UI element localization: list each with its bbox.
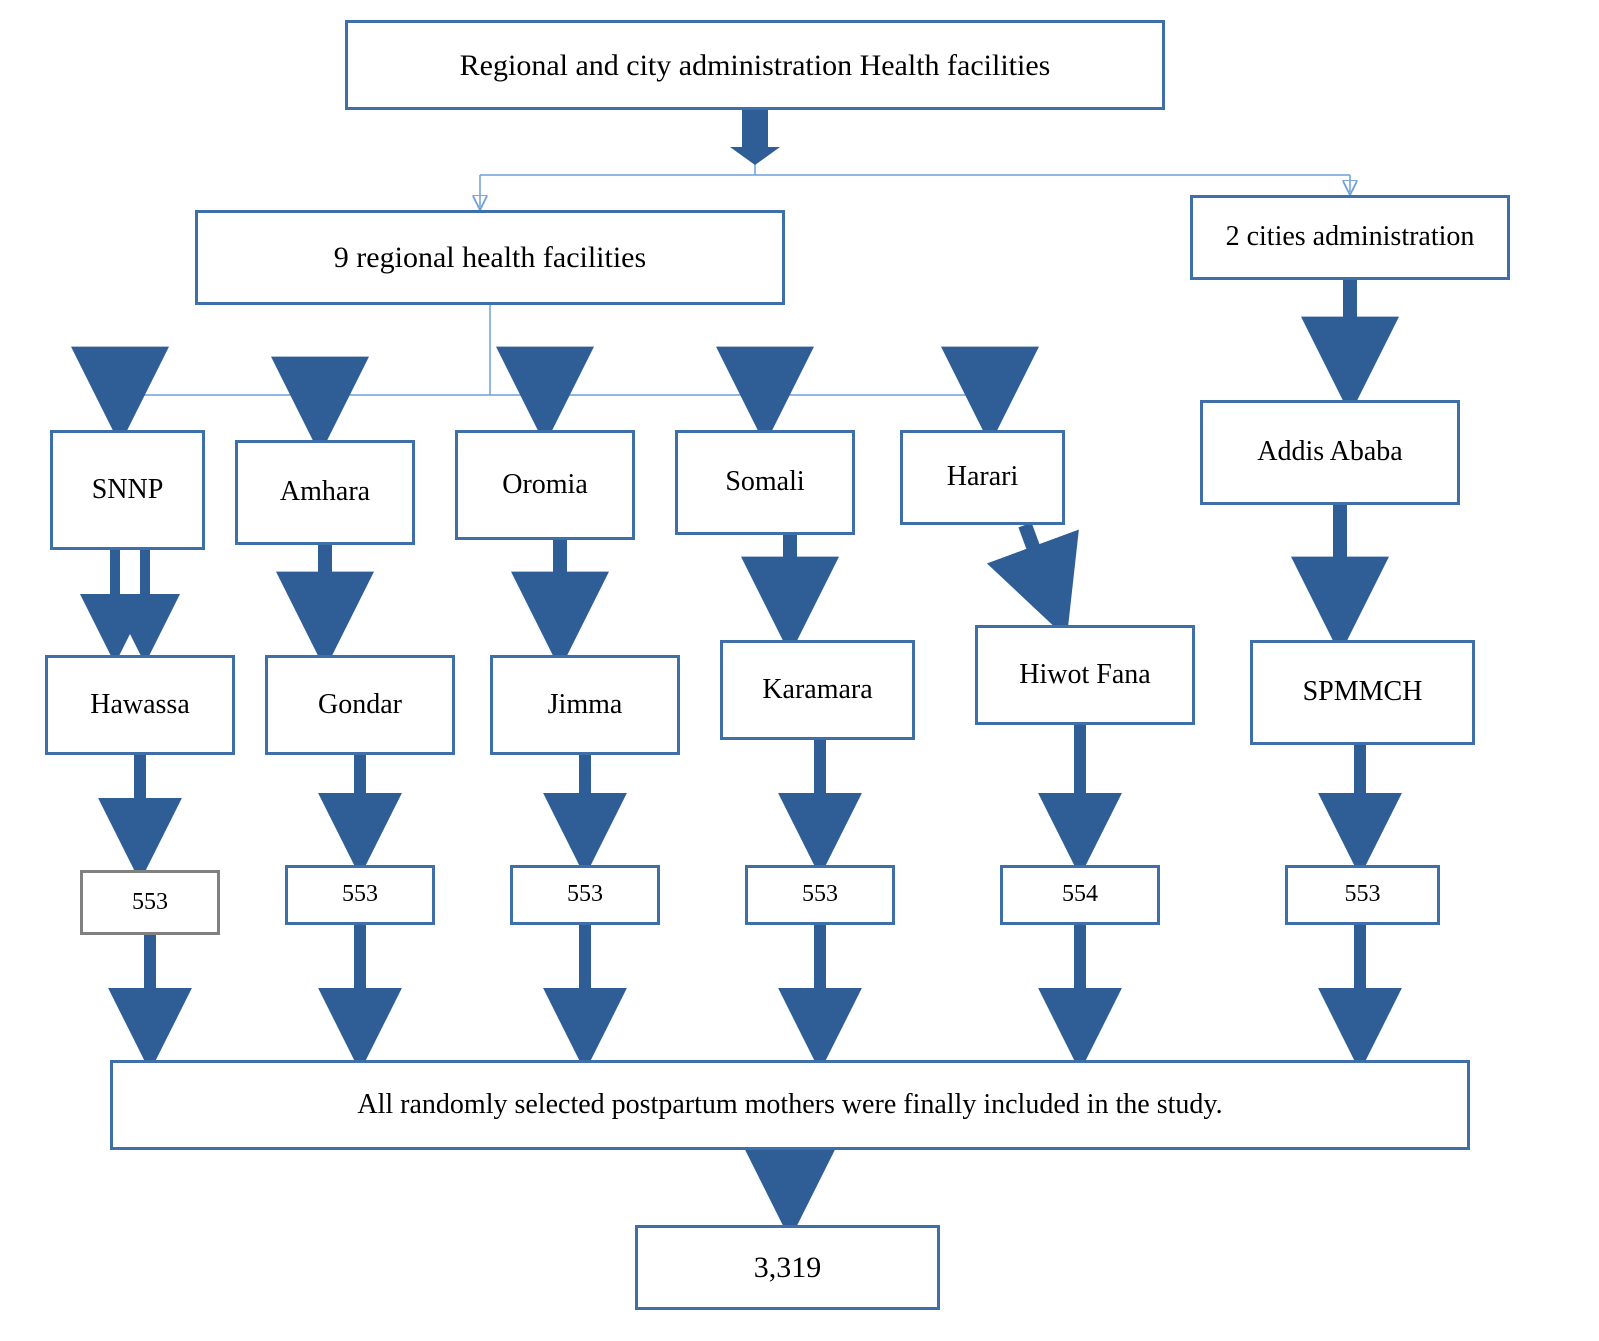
node-oromia: Oromia [455, 430, 635, 540]
node-spmmch: SPMMCH [1250, 640, 1475, 745]
node-n553e: 553 [1285, 865, 1440, 925]
node-n553b: 553 [285, 865, 435, 925]
node-hawassa: Hawassa [45, 655, 235, 755]
node-n554: 554 [1000, 865, 1160, 925]
node-total: 3,319 [635, 1225, 940, 1310]
node-final: All randomly selected postpartum mothers… [110, 1060, 1470, 1150]
node-amhara: Amhara [235, 440, 415, 545]
node-root: Regional and city administration Health … [345, 20, 1165, 110]
node-snnp: SNNP [50, 430, 205, 550]
node-somali: Somali [675, 430, 855, 535]
node-harari: Harari [900, 430, 1065, 525]
node-gondar: Gondar [265, 655, 455, 755]
node-karamara: Karamara [720, 640, 915, 740]
node-n553c: 553 [510, 865, 660, 925]
node-hiwotfana: Hiwot Fana [975, 625, 1195, 725]
node-jimma: Jimma [490, 655, 680, 755]
node-n553a: 553 [80, 870, 220, 935]
node-n553d: 553 [745, 865, 895, 925]
node-regional9: 9 regional health facilities [195, 210, 785, 305]
node-addis: Addis Ababa [1200, 400, 1460, 505]
node-cities2: 2 cities administration [1190, 195, 1510, 280]
